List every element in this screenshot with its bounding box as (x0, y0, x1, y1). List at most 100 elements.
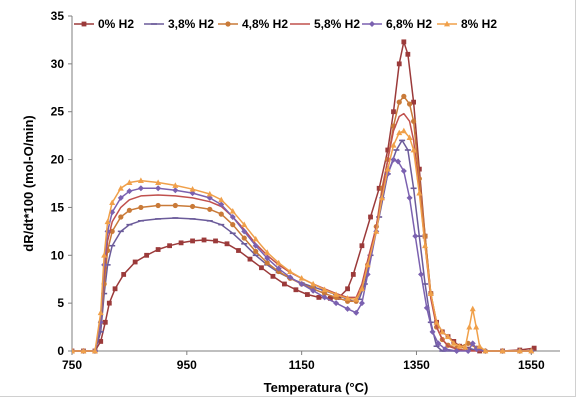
data-point (172, 202, 178, 209)
series-line (72, 139, 532, 352)
data-point (439, 328, 446, 335)
data-point (435, 340, 442, 347)
y-tick-label: 15 (51, 200, 65, 214)
data-point (418, 271, 425, 278)
series-line (72, 95, 532, 352)
data-point (450, 340, 457, 346)
data-point (241, 235, 247, 241)
data-point (109, 199, 116, 206)
data-point (395, 158, 402, 165)
y-tick-label: 35 (51, 9, 65, 23)
data-point (218, 196, 225, 203)
data-point (117, 194, 124, 201)
y-tick-label: 20 (51, 153, 65, 167)
data-point (106, 300, 112, 306)
data-point (225, 21, 231, 27)
data-point (178, 240, 184, 246)
data-point (456, 343, 463, 349)
legend-label: 3,8% H2 (168, 17, 214, 31)
data-point (80, 347, 87, 354)
data-point (112, 286, 118, 292)
data-point (406, 101, 413, 107)
data-point (252, 235, 259, 242)
legend-item: 5,8% H2 (290, 17, 360, 31)
data-point (81, 21, 87, 27)
data-point (137, 185, 144, 192)
data-point (396, 61, 402, 67)
data-point (117, 185, 124, 191)
data-point (310, 287, 317, 294)
series-5 (72, 156, 535, 354)
data-point (411, 99, 416, 105)
data-point (304, 292, 310, 297)
data-point (462, 343, 469, 350)
data-point (293, 287, 299, 293)
data-point (322, 290, 328, 297)
x-tick-label: 750 (62, 358, 82, 372)
data-point (516, 347, 523, 354)
data-point (189, 203, 196, 210)
data-point (275, 259, 282, 266)
series-6 (72, 127, 535, 354)
data-point (406, 194, 413, 201)
data-point (445, 333, 452, 340)
series-3 (72, 93, 534, 354)
legend-label: 6,8% H2 (386, 17, 432, 31)
data-point (384, 165, 391, 172)
data-point (499, 347, 506, 354)
data-point (333, 291, 340, 297)
data-point (230, 222, 236, 228)
data-point (396, 129, 403, 136)
legend-label: 5,8% H2 (314, 17, 360, 31)
data-point (98, 339, 104, 344)
data-point (376, 185, 382, 191)
data-point (207, 206, 213, 212)
y-tick-label: 10 (51, 248, 65, 262)
series-line (72, 130, 532, 352)
data-point (91, 347, 98, 354)
data-point (412, 233, 419, 240)
data-point (155, 179, 162, 185)
legend: 0% H2 3,8% H2 4,8% H2 5,8% H2 6,8% H2 8% H2 (74, 17, 497, 31)
data-point (155, 185, 162, 192)
data-point (400, 168, 407, 175)
data-point (126, 179, 133, 185)
data-point (344, 295, 351, 301)
data-point (368, 214, 373, 220)
data-point (138, 204, 144, 211)
data-point (264, 255, 271, 262)
data-point (155, 202, 161, 209)
data-point (236, 248, 241, 253)
data-point (528, 347, 535, 354)
data-point (264, 260, 270, 266)
x-axis-title: Temperatura (°C) (264, 380, 369, 395)
data-point (218, 211, 224, 217)
data-point (401, 39, 407, 45)
data-point (252, 242, 259, 249)
legend-label: 0% H2 (98, 17, 134, 31)
data-point (206, 190, 213, 197)
data-point (189, 186, 196, 192)
data-point (287, 274, 294, 281)
x-tick-label: 950 (177, 358, 197, 372)
data-point (275, 265, 282, 272)
data-point (353, 296, 360, 302)
data-point (132, 259, 138, 265)
data-point (102, 319, 108, 325)
data-point (359, 243, 365, 249)
data-point (259, 265, 264, 271)
data-point (405, 51, 411, 57)
data-point (423, 304, 430, 311)
data-point (253, 248, 259, 255)
data-point (287, 268, 294, 274)
data-point (429, 328, 436, 335)
data-point (469, 305, 476, 312)
data-point (344, 305, 351, 312)
data-point (241, 228, 248, 235)
data-point (229, 208, 236, 214)
data-point (369, 21, 375, 27)
legend-label: 8% H2 (461, 17, 497, 31)
legend-item: 6,8% H2 (362, 17, 432, 31)
data-point (144, 252, 150, 258)
